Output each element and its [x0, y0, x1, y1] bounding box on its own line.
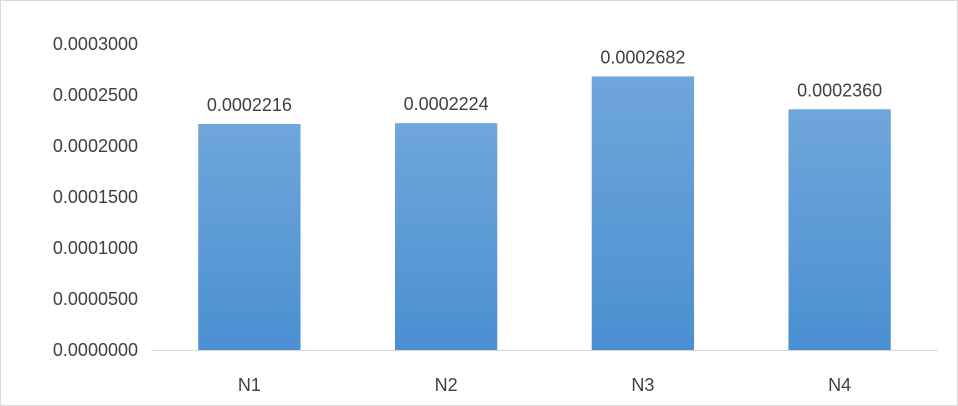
x-tick-label-n4: N4	[828, 375, 851, 395]
y-tick-label: 0.0003000	[53, 34, 138, 54]
x-tick-label-n1: N1	[238, 375, 261, 395]
x-tick-label-n3: N3	[631, 375, 654, 395]
bar-n3	[591, 76, 695, 350]
y-tick-label: 0.0000000	[53, 340, 138, 360]
y-axis-tick-labels: 0.0000000 0.0000500 0.0001000 0.0001500 0.00…	[53, 34, 138, 360]
y-tick-label: 0.0002000	[53, 136, 138, 156]
data-label-n4: 0.0002360	[797, 80, 882, 100]
data-label-n2: 0.0002224	[404, 94, 489, 114]
bar-n4	[788, 109, 891, 350]
bar-n2	[394, 123, 498, 350]
data-labels-group: 0.0002216 0.0002224 0.0002682 0.0002360	[207, 47, 882, 115]
bar-n1	[198, 123, 301, 350]
y-tick-label: 0.0002500	[53, 85, 138, 105]
bars-group	[198, 76, 891, 350]
data-label-n3: 0.0002682	[600, 47, 685, 67]
x-axis-category-labels: N1 N2 N3 N4	[238, 375, 851, 395]
y-tick-label: 0.0001000	[53, 238, 138, 258]
data-label-n1: 0.0002216	[207, 95, 292, 115]
x-tick-label-n2: N2	[435, 375, 458, 395]
y-tick-label: 0.0001500	[53, 187, 138, 207]
y-tick-label: 0.0000500	[53, 289, 138, 309]
